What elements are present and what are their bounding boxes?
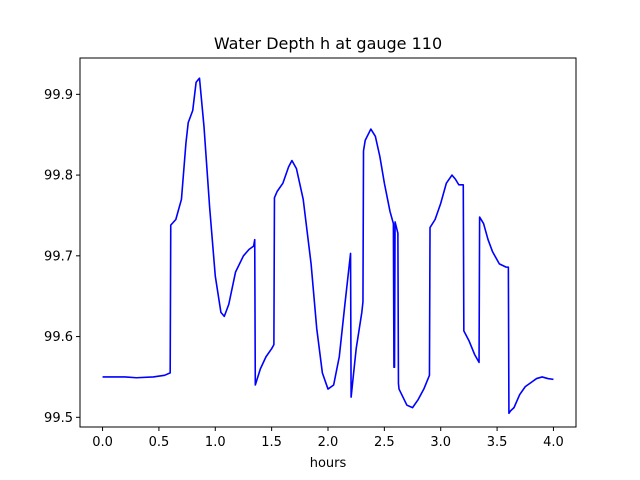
y-tick-label: 99.5: [44, 411, 73, 426]
y-tick-label: 99.6: [44, 330, 73, 345]
x-tick-label: 3.0: [430, 435, 451, 450]
y-tick-label: 99.8: [44, 169, 73, 184]
series-line-water-depth: [102, 77, 554, 415]
chart-title: Water Depth h at gauge 110: [214, 34, 442, 53]
plot-area: [79, 57, 577, 428]
x-axis: 0.0 0.5 1.0 1.5 2.0 2.5 3.0 3.5 4.0: [92, 427, 564, 450]
x-tick-label: 1.5: [261, 435, 282, 450]
x-tick-label: 4.0: [543, 435, 564, 450]
x-tick-label: 2.0: [318, 435, 339, 450]
x-tick-label: 0.5: [149, 435, 170, 450]
y-axis: 99.5 99.6 99.7 99.8 99.9: [44, 88, 80, 426]
x-tick-label: 2.5: [374, 435, 395, 450]
x-axis-label: hours: [310, 456, 347, 471]
y-tick-label: 99.9: [44, 88, 73, 103]
x-tick-label: 1.0: [205, 435, 226, 450]
x-tick-label: 3.5: [487, 435, 508, 450]
y-tick-label: 99.7: [44, 249, 73, 264]
x-tick-label: 0.0: [92, 435, 113, 450]
plot-frame: [79, 57, 577, 428]
